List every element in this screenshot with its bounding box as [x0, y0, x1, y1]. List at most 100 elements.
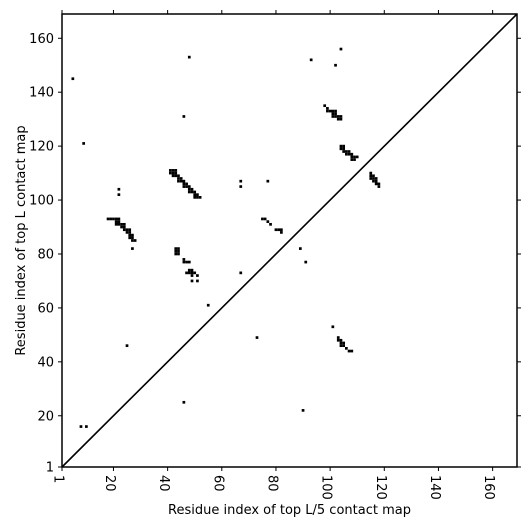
contact-point: [187, 55, 191, 59]
contact-point: [82, 142, 86, 145]
contact-point: [326, 109, 329, 113]
contact-point: [331, 115, 335, 118]
y-tick-label: 100: [29, 194, 54, 209]
contact-point: [117, 193, 121, 197]
contact-point: [112, 217, 115, 221]
contact-point: [274, 228, 278, 232]
contact-point: [125, 231, 129, 234]
contact-point: [182, 258, 186, 261]
contact-point: [131, 239, 134, 242]
contact-point: [374, 177, 378, 180]
contact-point: [347, 152, 351, 156]
contact-point: [177, 177, 180, 180]
y-tick-label: 160: [29, 32, 54, 47]
contact-point: [339, 341, 343, 345]
contact-point: [122, 225, 126, 229]
contact-point: [263, 217, 267, 221]
y-tick-label: 140: [29, 86, 54, 101]
contact-point: [339, 115, 343, 118]
contact-point: [239, 179, 243, 183]
contact-point: [120, 222, 123, 226]
contact-point: [334, 63, 337, 67]
contact-point: [125, 228, 129, 232]
contact-point: [261, 217, 264, 221]
contact-point: [190, 279, 194, 283]
contact-point: [168, 171, 172, 175]
contact-point: [369, 174, 373, 178]
contact-point: [353, 158, 356, 161]
contact-point: [187, 187, 191, 191]
contact-point: [106, 217, 110, 221]
y-tick-label: 80: [37, 247, 54, 262]
x-tick-label: 80: [264, 475, 279, 492]
contact-point: [280, 231, 283, 234]
contact-point: [342, 150, 346, 153]
contact-point: [196, 274, 199, 277]
x-tick-label: 40: [156, 475, 171, 492]
diagonal-line: [61, 13, 518, 468]
contact-point: [347, 349, 351, 353]
contact-point: [177, 249, 180, 253]
contact-point: [117, 222, 121, 226]
contact-point: [179, 179, 183, 183]
contact-point: [182, 400, 186, 404]
contact-point: [190, 187, 194, 191]
contact-point: [128, 231, 132, 234]
contact-point: [185, 260, 188, 264]
contact-point: [174, 169, 178, 172]
contact-point: [117, 187, 121, 191]
contact-point: [342, 341, 346, 345]
contact-point: [171, 169, 175, 172]
contact-point: [190, 268, 194, 272]
contact-point: [193, 190, 197, 194]
x-tick-label: 20: [102, 475, 117, 492]
contact-point: [301, 409, 305, 412]
contact-point: [185, 182, 188, 186]
contact-point: [122, 222, 126, 226]
y-tick-label: 20: [37, 409, 54, 424]
contact-point: [182, 260, 186, 264]
contact-point: [133, 239, 137, 242]
x-tick-label: 160: [481, 475, 496, 500]
contact-point: [187, 271, 191, 275]
contact-point: [304, 260, 308, 264]
contact-point: [372, 177, 375, 180]
contact-point: [131, 236, 134, 240]
contact-point: [185, 271, 188, 275]
contact-point: [331, 112, 335, 116]
contact-point: [239, 185, 243, 188]
contact-point: [117, 220, 121, 223]
x-tick-label: 140: [427, 475, 442, 500]
contact-point: [196, 196, 199, 199]
contact-point: [372, 179, 375, 183]
contact-point: [187, 185, 191, 188]
contact-point: [331, 325, 335, 329]
contact-point: [280, 228, 283, 232]
contact-point: [336, 117, 340, 121]
y-tick-label: 60: [37, 301, 54, 316]
contact-point: [336, 115, 340, 118]
x-axis-label: Residue index of top L/5 contact map: [168, 503, 411, 518]
contact-point: [206, 303, 210, 307]
contact-point: [277, 228, 281, 232]
contact-point: [85, 425, 88, 428]
contact-point: [239, 271, 243, 275]
contact-point: [174, 171, 178, 175]
contact-point: [350, 349, 354, 353]
contact-point: [177, 179, 180, 183]
y-tick-label: 120: [29, 140, 54, 155]
contact-point: [171, 171, 175, 175]
contact-point: [182, 179, 186, 183]
contact-point: [174, 174, 178, 178]
x-tick-label: 1: [51, 475, 66, 483]
contact-point: [339, 47, 343, 51]
contact-point: [334, 112, 337, 116]
contact-point: [377, 185, 381, 188]
contact-point: [326, 107, 329, 110]
contact-point: [120, 225, 123, 229]
contact-point: [339, 144, 343, 148]
contact-point: [182, 115, 186, 118]
contact-point: [193, 271, 197, 275]
plot-frame: [61, 13, 518, 468]
